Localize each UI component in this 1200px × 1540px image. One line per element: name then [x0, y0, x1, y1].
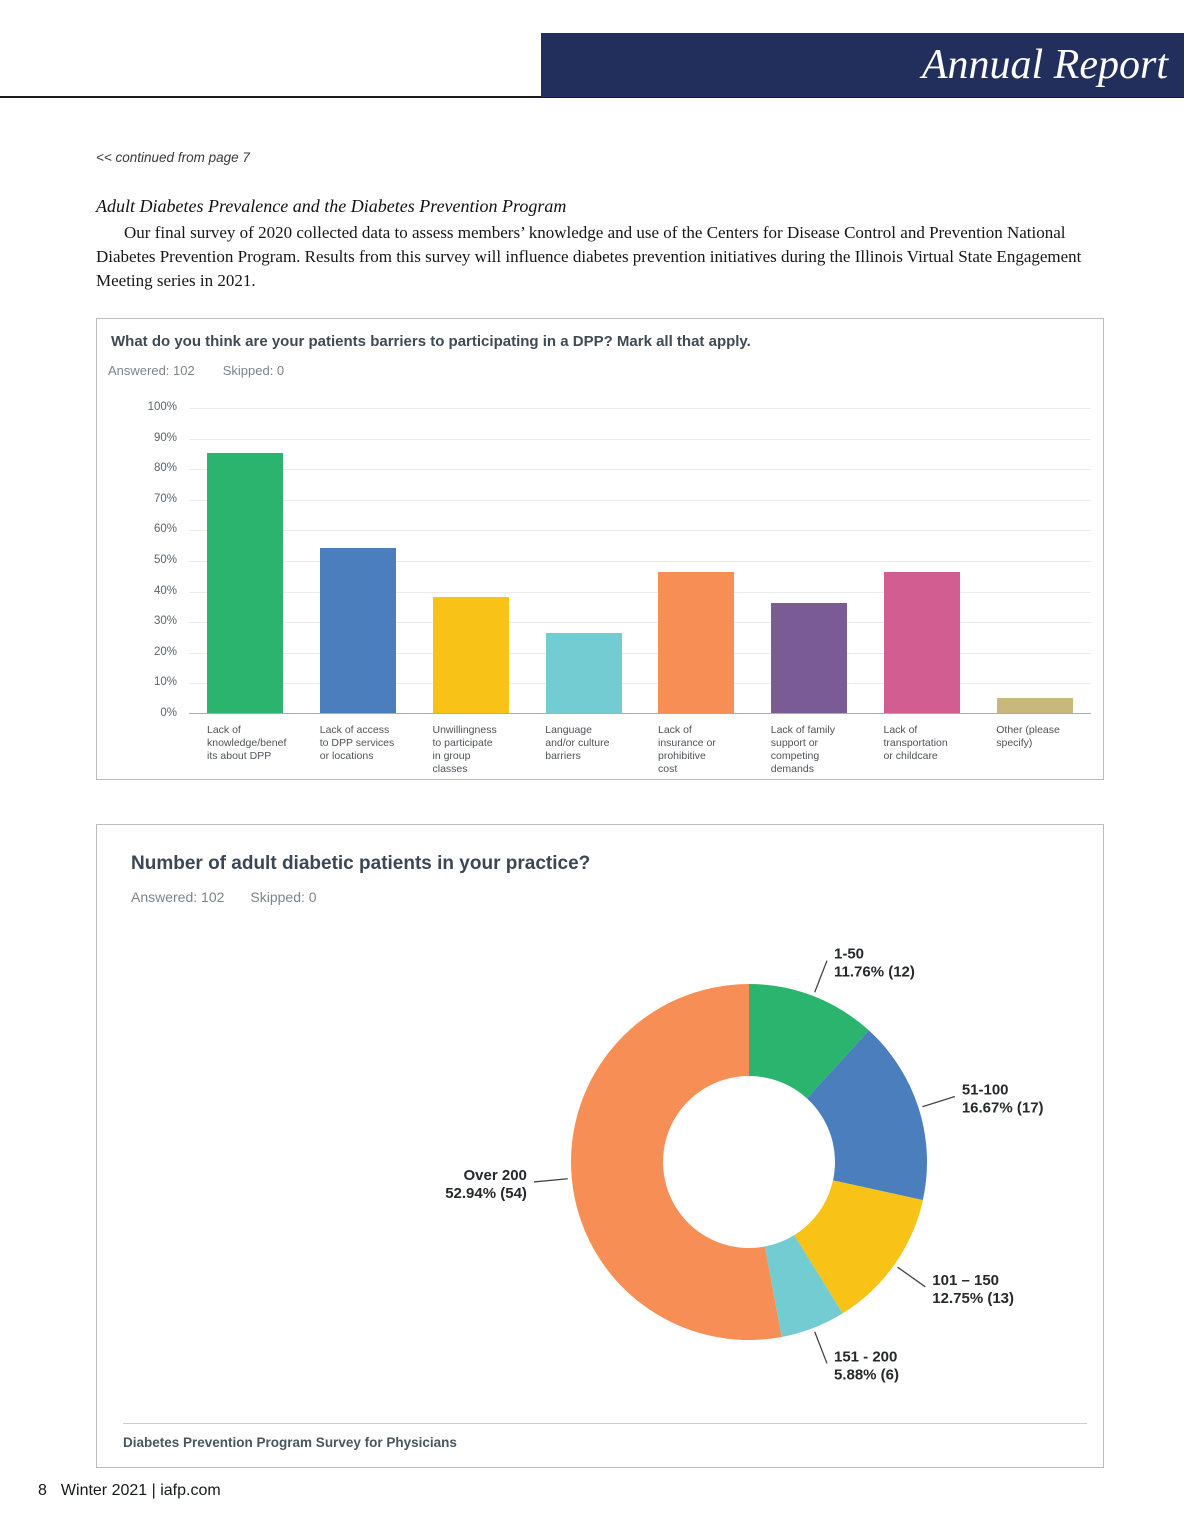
bar-chart: 100% 90% 80% 70% 60% 50% 40% 30% 20% 10% 0% Lack o… [111, 401, 1091, 776]
donut-slice-1 [806, 1030, 927, 1201]
donut-chart-card: Number of adult diabetic patients in you… [96, 824, 1104, 1468]
header-divider [0, 96, 1184, 98]
y-axis-tick: 90% [153, 431, 177, 444]
y-axis-tick: 80% [153, 462, 177, 475]
bar-chart-x-axis: Lack of knowledge/benef its about DPP Lac… [189, 714, 1091, 776]
x-axis-label: Other (please specify) [996, 724, 1060, 749]
gridline [189, 622, 1091, 624]
x-axis-label: Language and/or culture barriers [545, 724, 610, 762]
bars-group [189, 408, 1091, 713]
slice-callout-label: 151 - 200 5.88% (6) [834, 1348, 899, 1383]
x-axis-label: Lack of transportation or childcare [883, 724, 948, 762]
y-axis-tick: 10% [153, 676, 177, 689]
bar-segment-2 [432, 596, 509, 713]
skipped-count: Skipped: 0 [222, 363, 285, 378]
skipped-count: Skipped: 0 [250, 889, 317, 905]
bar-chart-plot [189, 408, 1091, 714]
label-leader-line [897, 1266, 926, 1288]
bar-segment-5 [771, 602, 848, 713]
donut-chart-meta: Answered: 102 Skipped: 0 [131, 889, 317, 905]
gridline [189, 408, 1091, 409]
bar-column [527, 633, 640, 713]
bar-column [189, 452, 302, 713]
y-axis-tick: 20% [153, 645, 177, 658]
x-axis-label: Lack of insurance or prohibitive cost [658, 724, 716, 775]
bar-segment-7 [996, 697, 1073, 713]
page-footer: 8 Winter 2021 | iafp.com [38, 1482, 221, 1500]
bar-segment-3 [545, 633, 622, 713]
slice-callout-label: 1-50 11.76% (12) [834, 946, 915, 981]
bar-segment-1 [320, 547, 397, 713]
gridline [189, 683, 1091, 685]
answered-count: Answered: 102 [108, 363, 195, 378]
bar-chart-meta: Answered: 102 Skipped: 0 [108, 363, 284, 378]
gridline [189, 499, 1091, 501]
x-axis-spacer [111, 714, 189, 776]
y-axis-tick: 100% [147, 401, 177, 413]
donut-slice-2 [794, 1180, 923, 1314]
y-axis-tick: 60% [153, 523, 177, 536]
label-leader-line [533, 1178, 568, 1183]
body-paragraph: Our final survey of 2020 collected data … [96, 223, 1082, 290]
y-axis-tick: 40% [153, 584, 177, 597]
answered-count: Answered: 102 [131, 889, 225, 905]
gridline [189, 652, 1091, 654]
gridline [189, 438, 1091, 440]
bar-chart-title: What do you think are your patients barr… [111, 333, 751, 350]
y-axis-tick: 70% [153, 492, 177, 505]
y-axis-tick: 0% [160, 707, 177, 719]
bar-chart-y-axis: 100% 90% 80% 70% 60% 50% 40% 30% 20% 10% 0% [111, 401, 189, 719]
y-axis-tick: 50% [153, 554, 177, 566]
gridline [189, 561, 1091, 562]
label-leader-line [814, 960, 828, 993]
section-heading: Adult Diabetes Prevalence and the Diabet… [96, 196, 567, 216]
slice-callout-label: 101 – 150 12.75% (13) [932, 1272, 1014, 1307]
footer-text: Winter 2021 | iafp.com [60, 1482, 221, 1499]
donut-chart: 1-50 11.76% (12) 51-100 16.67% (17) 101 – 15… [445, 946, 1044, 1384]
bar-column [302, 547, 415, 713]
gridline [189, 591, 1091, 593]
bar-chart-card: What do you think are your patients barr… [96, 318, 1104, 780]
x-axis-label: Lack of family support or competing dema… [770, 724, 835, 775]
donut-slice-0 [749, 984, 869, 1099]
bar-segment-4 [658, 572, 735, 713]
bar-column [866, 572, 979, 713]
donut-slice-4 [571, 984, 782, 1340]
bar-column [753, 602, 866, 713]
bar-column [978, 697, 1091, 713]
x-axis-label: Unwillingness to participate in group cl… [432, 724, 497, 775]
bar-segment-6 [883, 572, 960, 713]
slice-callout-label: Over 200 52.94% (54) [445, 1167, 527, 1202]
x-axis-label: Lack of access to DPP services or locati… [319, 724, 395, 762]
donut-slice-3 [764, 1235, 843, 1337]
label-leader-line [922, 1095, 956, 1108]
gridline [189, 530, 1091, 532]
gridline [189, 469, 1091, 471]
bar-segment-0 [207, 452, 284, 713]
bar-column [415, 596, 528, 713]
survey-footer-label: Diabetes Prevention Program Survey for P… [123, 1423, 1087, 1450]
continued-note: << continued from page 7 [96, 150, 250, 165]
x-axis-label: Lack of knowledge/benef its about DPP [207, 724, 287, 762]
banner-title: Annual Report [921, 42, 1168, 88]
annual-report-banner: Annual Report [541, 33, 1184, 97]
bar-column [640, 572, 753, 713]
label-leader-line [814, 1331, 828, 1364]
donut-chart-title: Number of adult diabetic patients in you… [131, 853, 591, 874]
y-axis-tick: 30% [153, 615, 177, 628]
page-number: 8 [38, 1482, 47, 1499]
slice-callout-label: 51-100 16.67% (17) [962, 1081, 1044, 1116]
